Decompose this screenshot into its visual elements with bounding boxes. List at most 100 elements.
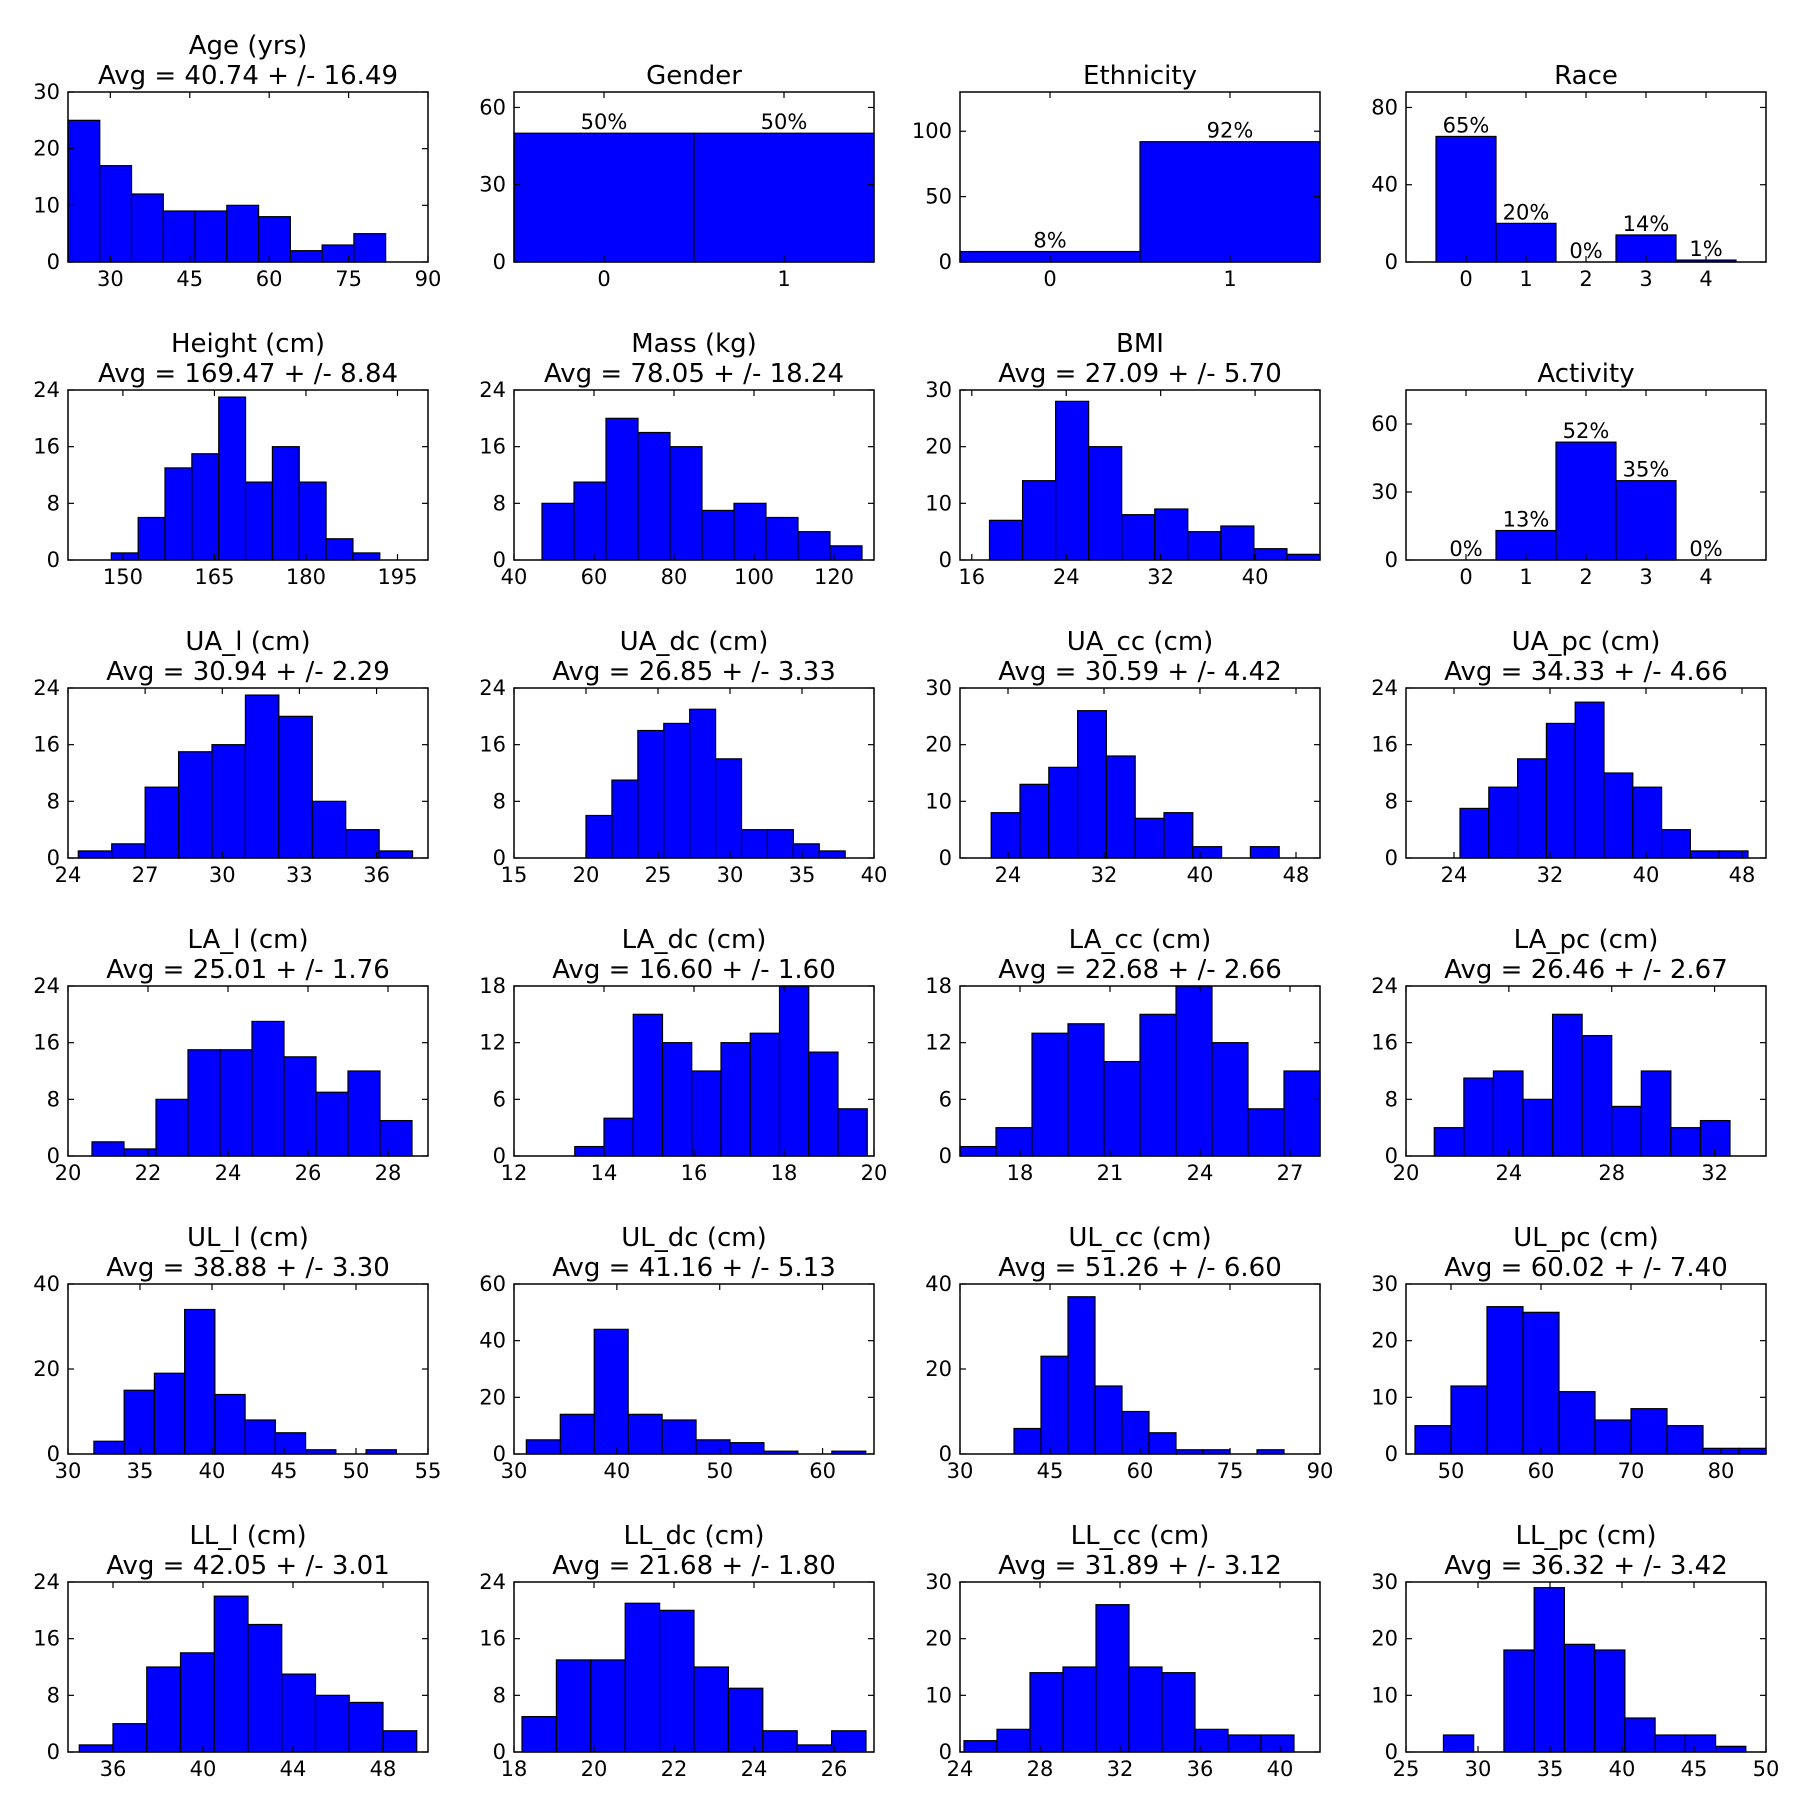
- chart-title-ul_l: UL_l (cm): [187, 1223, 309, 1253]
- bar-mass-5: [701, 509, 735, 561]
- bar-ul_cc-4: [1121, 1410, 1150, 1455]
- axes-frame-ua_cc: [959, 687, 1321, 859]
- xtick-label-activity-4: 4: [1699, 565, 1712, 589]
- bar-age-0: [67, 119, 101, 263]
- ytick-label-ul_cc-0: 0: [939, 1442, 952, 1466]
- bar-la_cc-8: [1247, 1108, 1285, 1157]
- xtick-label-ll_l-2: 44: [280, 1757, 307, 1781]
- axes-frame-ethnicity: [959, 91, 1321, 263]
- xtick-label-bmi-3: 40: [1242, 565, 1269, 589]
- ytick-label-bmi-2: 20: [925, 435, 952, 459]
- bar-ua_cc-5: [1134, 817, 1165, 859]
- bar-ll_pc-7: [1654, 1734, 1686, 1753]
- ytick-label-la_l-3: 24: [33, 974, 60, 998]
- xtick-label-ll_pc-0: 25: [1393, 1757, 1420, 1781]
- bar-la_dc-2: [603, 1117, 634, 1157]
- ytick-label-mass-0: 0: [493, 548, 506, 572]
- xtick-label-ll_pc-5: 50: [1753, 1757, 1780, 1781]
- bar-ua_dc-2: [637, 729, 665, 859]
- chart-title-gender: Gender: [646, 61, 742, 91]
- bar-ul_pc-6: [1630, 1408, 1668, 1455]
- bar-label-activity-1: 13%: [1503, 508, 1550, 532]
- ytick-label-ul_dc-1: 20: [479, 1385, 506, 1409]
- xtick-label-gender-1: 1: [777, 267, 790, 291]
- chart-ll_l: 36 40 44 48 0 8 16 24 LL_l (cm)Avg = 42.05 + /- …: [33, 1521, 429, 1781]
- chart-title-age: Age (yrs): [189, 31, 307, 61]
- bar-ul_dc-5: [695, 1439, 731, 1455]
- ytick-label-ul_pc-1: 10: [1371, 1385, 1398, 1409]
- ytick-label-ua_l-0: 0: [47, 846, 60, 870]
- xtick-label-ua_l-2: 30: [209, 863, 236, 887]
- bar-ua_dc-5: [714, 758, 743, 859]
- bar-ul_dc-1: [559, 1413, 595, 1455]
- ytick-label-ll_l-1: 8: [47, 1683, 60, 1707]
- bar-ul_pc-7: [1666, 1425, 1704, 1455]
- bar-mass-4: [669, 446, 703, 561]
- xtick-label-activity-1: 1: [1519, 565, 1532, 589]
- bar-age-7: [289, 250, 323, 263]
- bar-ll_cc-4: [1095, 1604, 1130, 1753]
- ytick-label-la_dc-3: 18: [479, 974, 506, 998]
- bar-race-1: [1495, 222, 1557, 263]
- chart-subtitle-ul_cc: Avg = 51.26 + /- 6.60: [998, 1253, 1282, 1283]
- chart-title-bmi: BMI: [1116, 329, 1164, 359]
- bar-ll_pc-6: [1624, 1717, 1656, 1753]
- ytick-label-la_dc-0: 0: [493, 1144, 506, 1168]
- bar-ua_pc-6: [1632, 786, 1663, 859]
- bar-la_l-4: [219, 1049, 253, 1157]
- xtick-label-ll_pc-2: 35: [1537, 1757, 1564, 1781]
- bar-la_cc-3: [1067, 1023, 1105, 1157]
- chart-height: 150 165 180 195 0 8 16 24 Height (cm)Avg = 169.4…: [33, 329, 429, 589]
- bar-ll_dc-2: [590, 1659, 626, 1753]
- bar-ll_pc-0: [1442, 1734, 1475, 1753]
- xtick-label-ul_l-3: 45: [271, 1459, 298, 1483]
- xtick-label-la_cc-3: 27: [1277, 1161, 1304, 1185]
- bar-la_dc-6: [720, 1042, 751, 1157]
- ytick-label-race-0: 0: [1385, 250, 1398, 274]
- bar-ll_dc-3: [624, 1602, 661, 1753]
- bar-height-7: [298, 481, 327, 561]
- xtick-label-ul_l-1: 35: [127, 1459, 154, 1483]
- xtick-label-race-1: 1: [1519, 267, 1532, 291]
- xtick-label-la_dc-3: 18: [771, 1161, 798, 1185]
- ytick-label-activity-1: 30: [1371, 480, 1398, 504]
- xtick-label-ll_cc-2: 32: [1107, 1757, 1134, 1781]
- bar-label-activity-3: 35%: [1623, 458, 1670, 482]
- ytick-label-ll_l-2: 16: [33, 1627, 60, 1651]
- bar-age-1: [99, 165, 133, 263]
- ytick-label-ua_pc-1: 8: [1385, 789, 1398, 813]
- bar-ua_dc-8: [792, 843, 820, 859]
- bar-ll_cc-0: [963, 1740, 998, 1753]
- bar-ua_l-3: [177, 751, 213, 859]
- bar-ll_dc-7: [762, 1730, 798, 1753]
- xtick-label-ethnicity-1: 1: [1223, 267, 1236, 291]
- ytick-label-ua_cc-1: 10: [925, 789, 952, 813]
- bar-la_cc-2: [1031, 1032, 1069, 1157]
- chart-subtitle-la_l: Avg = 25.01 + /- 1.76: [106, 955, 390, 985]
- chart-subtitle-la_cc: Avg = 22.68 + /- 2.66: [998, 955, 1282, 985]
- bar-la_l-2: [155, 1098, 189, 1157]
- xtick-label-ua_pc-0: 24: [1441, 863, 1468, 887]
- xtick-label-race-0: 0: [1459, 267, 1472, 291]
- xtick-label-ua_dc-1: 20: [573, 863, 600, 887]
- bar-ll_dc-8: [796, 1744, 833, 1753]
- ytick-label-la_cc-2: 12: [925, 1031, 952, 1055]
- ytick-label-gender-0: 0: [493, 250, 506, 274]
- chart-subtitle-la_dc: Avg = 16.60 + /- 1.60: [552, 955, 836, 985]
- chart-la_l: 20 22 24 26 28 0 8 16 24 LA_l (cm)Avg = 25.01 + /…: [33, 925, 429, 1185]
- chart-subtitle-age: Avg = 40.74 + /- 16.49: [98, 61, 398, 91]
- bar-ua_dc-4: [689, 708, 717, 859]
- bar-ll_cc-2: [1029, 1672, 1064, 1753]
- xtick-label-ul_l-0: 30: [55, 1459, 82, 1483]
- xtick-label-ua_dc-5: 40: [861, 863, 888, 887]
- bar-ua_l-1: [111, 843, 146, 859]
- ytick-label-height-2: 16: [33, 435, 60, 459]
- xtick-label-ll_cc-0: 24: [947, 1757, 974, 1781]
- chart-title-activity: Activity: [1537, 359, 1634, 389]
- bar-ua_l-9: [378, 850, 414, 859]
- bar-la_dc-8: [778, 985, 810, 1157]
- bar-ul_dc-3: [627, 1413, 663, 1455]
- bar-label-gender-1: 50%: [761, 110, 808, 134]
- bar-la_dc-10: [837, 1108, 868, 1157]
